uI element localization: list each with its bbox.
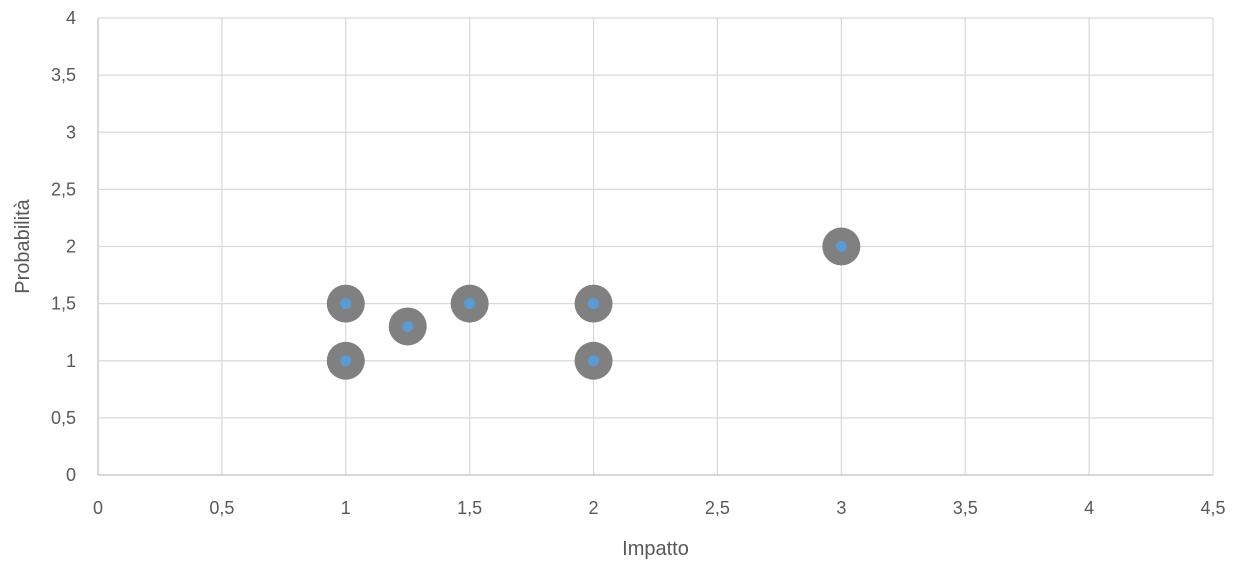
x-tick-label: 3: [836, 498, 846, 518]
y-tick-label: 0,5: [51, 408, 76, 428]
x-axis-title: Impatto: [622, 538, 689, 560]
data-point-marker: [464, 298, 476, 310]
grid-layer: [97, 17, 1214, 476]
y-tick-label: 4: [66, 8, 76, 28]
x-tick-label: 0,5: [209, 498, 234, 518]
y-tick-label: 0: [66, 465, 76, 485]
y-axis-title: Probabilità: [12, 198, 34, 293]
data-point: [822, 227, 861, 266]
data-point: [574, 341, 613, 380]
data-point: [388, 307, 427, 346]
x-tick-label: 2: [589, 498, 599, 518]
data-point-marker: [588, 298, 600, 310]
y-tick-label: 3,5: [51, 65, 76, 85]
data-point: [326, 284, 365, 323]
data-points: [326, 227, 861, 380]
x-tick-label: 4: [1084, 498, 1094, 518]
data-point: [574, 284, 613, 323]
data-point-marker: [588, 355, 600, 367]
y-tick-label: 2,5: [51, 179, 76, 199]
y-tick-label: 1: [66, 351, 76, 371]
data-point-marker: [402, 320, 414, 332]
x-tick-label: 1: [341, 498, 351, 518]
tick-labels: 0 0,5 1 1,5 2 2,5 3 3,5 4 4,5 0 0,5 1 1,5 2 2,5 3 3,5 4: [51, 8, 1226, 518]
x-tick-label: 1,5: [457, 498, 482, 518]
data-point: [326, 341, 365, 380]
y-tick-label: 3: [66, 122, 76, 142]
data-point-marker: [835, 241, 847, 252]
x-tick-label: 2,5: [705, 498, 730, 518]
x-tick-label: 4,5: [1200, 498, 1225, 518]
data-point: [450, 284, 489, 323]
data-point-marker: [340, 298, 352, 310]
data-point-marker: [340, 355, 352, 367]
y-tick-label: 2: [66, 237, 76, 257]
y-tick-label: 1,5: [51, 294, 76, 314]
x-tick-label: 0: [93, 498, 103, 518]
x-tick-label: 3,5: [953, 498, 978, 518]
